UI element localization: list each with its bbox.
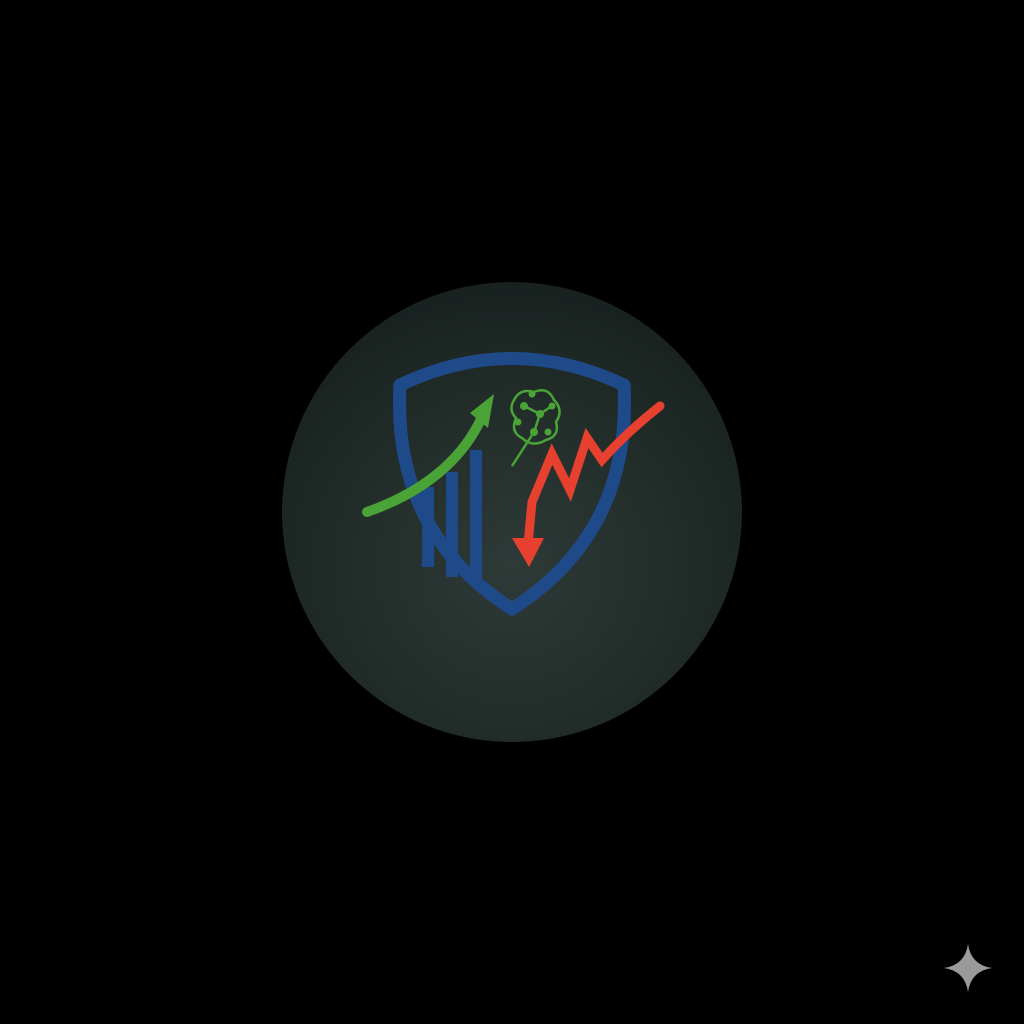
decline-arrow-icon — [512, 401, 665, 567]
shield-icon — [393, 352, 631, 616]
growth-arrow-icon — [362, 394, 494, 517]
network-icon — [510, 389, 561, 467]
logo-disc — [282, 282, 742, 742]
shield-growth-decline-logo-icon — [362, 352, 665, 616]
bar-chart-icon — [422, 450, 482, 585]
sparkle-icon — [944, 944, 992, 992]
